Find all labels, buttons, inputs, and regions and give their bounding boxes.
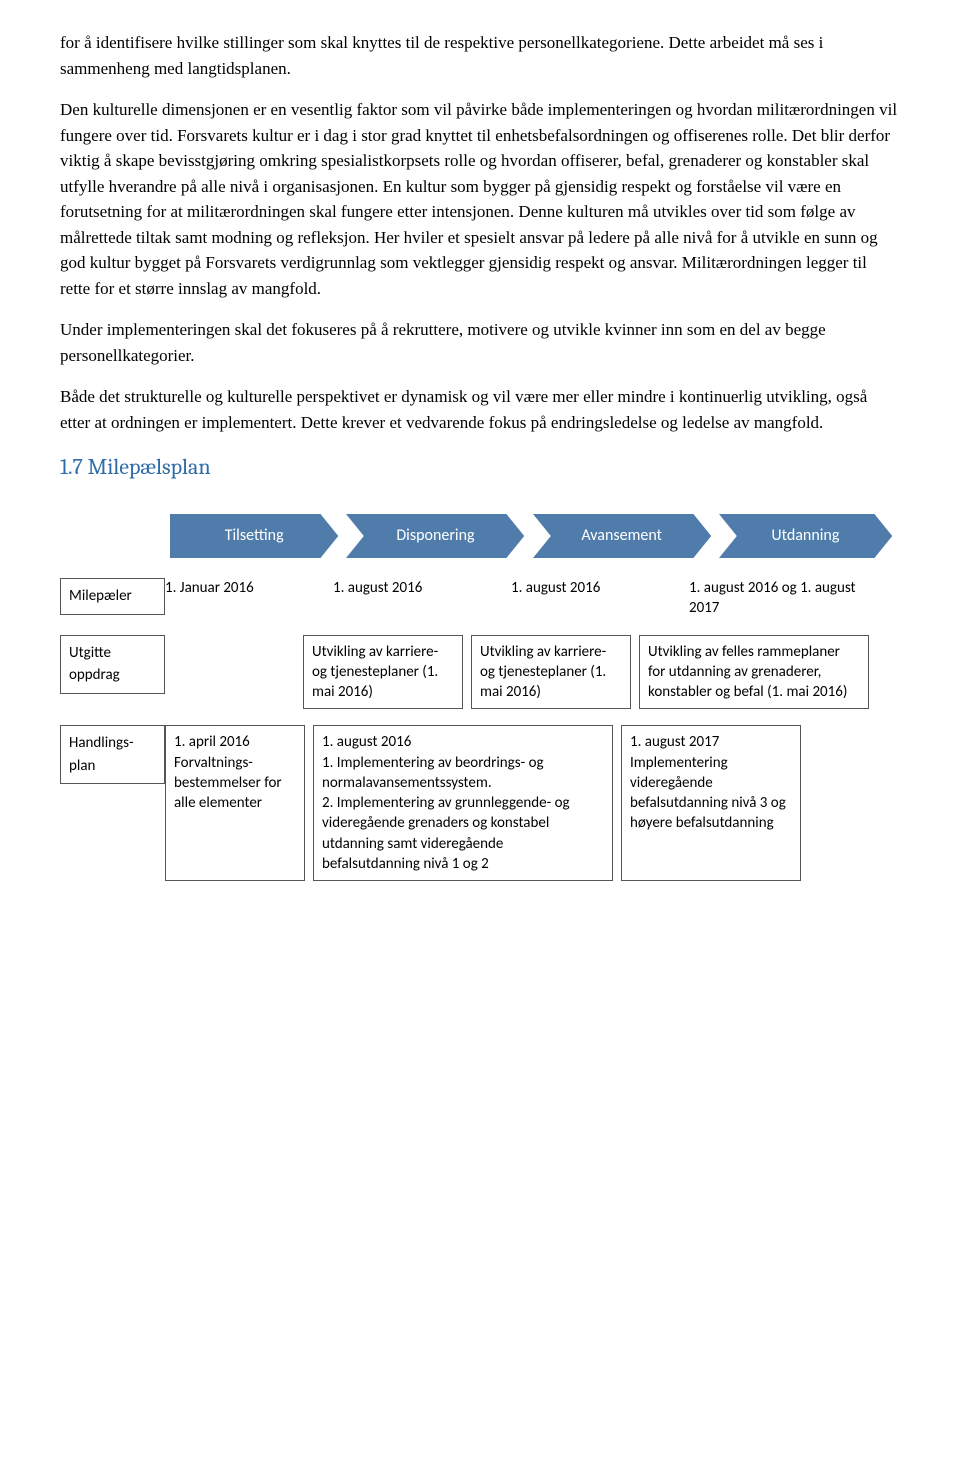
chevron-utdanning: Utdanning bbox=[719, 514, 892, 558]
milestone-figure: TilsettingDisponeringAvansementUtdanning… bbox=[60, 514, 900, 881]
body-paragraph-1: for å identifisere hvilke stillinger som… bbox=[60, 30, 900, 81]
row-label-actionplan: Handlings-plan bbox=[60, 725, 165, 784]
row-label-milestones: Milepæler bbox=[60, 578, 165, 615]
milestones-cell-0: 1. Januar 2016 bbox=[165, 578, 325, 619]
chevron-avansement: Avansement bbox=[533, 514, 711, 558]
assignments-cell-3: Utvikling av felles rammeplaner for utda… bbox=[639, 635, 869, 710]
actionplan-cell-0: 1. april 2016 Forvaltnings-bestemmelser … bbox=[165, 725, 305, 881]
assignments-cell-1: Utvikling av karriere- og tjenesteplaner… bbox=[303, 635, 463, 710]
body-paragraph-2: Den kulturelle dimensjonen er en vesentl… bbox=[60, 97, 900, 301]
row-actionplan: Handlings-plan 1. april 2016 Forvaltning… bbox=[60, 725, 900, 881]
milestones-cell-2: 1. august 2016 bbox=[511, 578, 681, 619]
row-assignments: Utgitte oppdrag Utvikling av karriere- o… bbox=[60, 635, 900, 710]
chevron-row: TilsettingDisponeringAvansementUtdanning bbox=[170, 514, 900, 558]
actionplan-cell-2: 1. august 2017 Implementering videregåen… bbox=[621, 725, 801, 881]
section-heading-milestones: 1.7 Milepælsplan bbox=[60, 451, 900, 484]
assignments-cell-0 bbox=[165, 635, 295, 710]
assignments-cell-2: Utvikling av karriere- og tjenesteplaner… bbox=[471, 635, 631, 710]
milestones-cell-1: 1. august 2016 bbox=[333, 578, 503, 619]
actionplan-cell-1: 1. august 2016 1. Implementering av beor… bbox=[313, 725, 613, 881]
body-paragraph-3: Under implementeringen skal det fokusere… bbox=[60, 317, 900, 368]
chevron-disponering: Disponering bbox=[346, 514, 524, 558]
row-label-assignments: Utgitte oppdrag bbox=[60, 635, 165, 694]
body-paragraph-4: Både det strukturelle og kulturelle pers… bbox=[60, 384, 900, 435]
row-milestones: Milepæler 1. Januar 20161. august 20161.… bbox=[60, 578, 900, 619]
milestones-cell-3: 1. august 2016 og 1. august 2017 bbox=[689, 578, 889, 619]
chevron-tilsetting: Tilsetting bbox=[170, 514, 338, 558]
